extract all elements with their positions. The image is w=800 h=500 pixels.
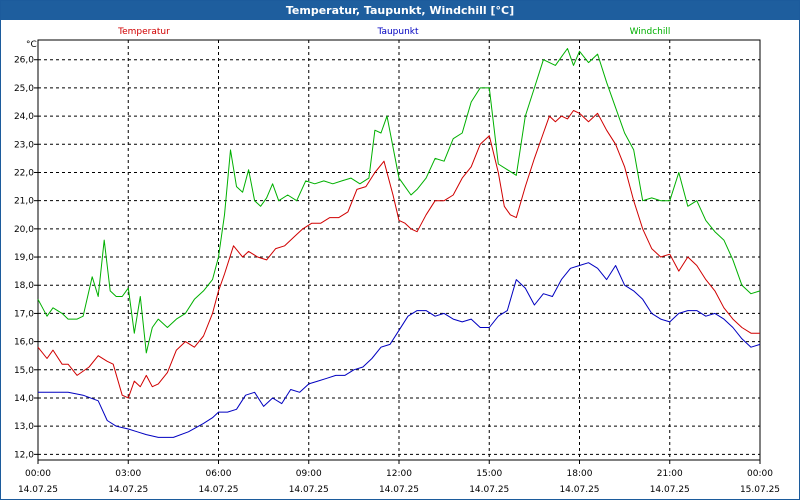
y-tick-label: 18,0 <box>14 281 34 291</box>
chart-title: Temperatur, Taupunkt, Windchill [°C] <box>1 1 799 20</box>
x-tick-date-label: 14.07.25 <box>198 485 238 495</box>
x-tick-date-label: 14.07.25 <box>469 485 509 495</box>
y-tick-label: 25,0 <box>14 84 34 94</box>
y-tick-label: 20,0 <box>14 225 34 235</box>
x-tick-time-label: 00:00 <box>25 469 51 479</box>
x-tick-time-label: 06:00 <box>206 469 232 479</box>
legend-entry-temperatur: Temperatur <box>117 27 170 37</box>
x-tick-time-label: 09:00 <box>296 469 322 479</box>
y-tick-label: 26,0 <box>14 56 34 66</box>
series-lines <box>37 48 761 438</box>
y-tick-label: 21,0 <box>14 197 34 207</box>
x-tick-time-label: 12:00 <box>386 469 412 479</box>
y-tick-label: 12,0 <box>14 450 34 460</box>
y-tick-label: 16,0 <box>14 338 34 348</box>
x-tick-date-label: 14.07.25 <box>18 485 58 495</box>
x-tick-date-label: 15.07.25 <box>740 485 780 495</box>
x-tick-time-label: 00:00 <box>747 469 773 479</box>
y-tick-label: 14,0 <box>14 394 34 404</box>
series-line-windchill <box>37 48 761 354</box>
x-tick-date-label: 14.07.25 <box>379 485 419 495</box>
y-tick-label: 22,0 <box>14 168 34 178</box>
x-tick-date-label: 14.07.25 <box>559 485 599 495</box>
x-tick-time-label: 18:00 <box>567 469 593 479</box>
grid <box>38 40 760 460</box>
legend-entry-taupunkt: Taupunkt <box>376 27 419 37</box>
x-tick-time-label: 03:00 <box>115 469 141 479</box>
series-line-taupunkt <box>38 262 761 438</box>
y-axis: 12,0 13,0 14,0 15,0 16,0 17,0 18,0 19,0 20,0 21,0… <box>14 56 38 460</box>
x-tick-date-label: 14.07.25 <box>108 485 148 495</box>
y-tick-label: 23,0 <box>14 140 34 150</box>
series-line-temperatur <box>37 110 760 399</box>
x-tick-time-label: 15:00 <box>476 469 502 479</box>
y-axis-unit: °C <box>26 40 37 50</box>
y-tick-label: 24,0 <box>14 112 34 122</box>
y-tick-label: 13,0 <box>14 422 34 432</box>
y-tick-label: 15,0 <box>14 366 34 376</box>
x-axis: 00:00 14.07.25 03:00 14.07.25 06:00 14.07.25 0… <box>18 460 780 495</box>
legend: Temperatur Taupunkt Windchill <box>117 27 670 37</box>
x-tick-date-label: 14.07.25 <box>650 485 690 495</box>
y-tick-label: 19,0 <box>14 253 34 263</box>
y-tick-label: 17,0 <box>14 309 34 319</box>
x-tick-date-label: 14.07.25 <box>289 485 329 495</box>
legend-entry-windchill: Windchill <box>630 27 671 37</box>
x-tick-time-label: 21:00 <box>657 469 683 479</box>
